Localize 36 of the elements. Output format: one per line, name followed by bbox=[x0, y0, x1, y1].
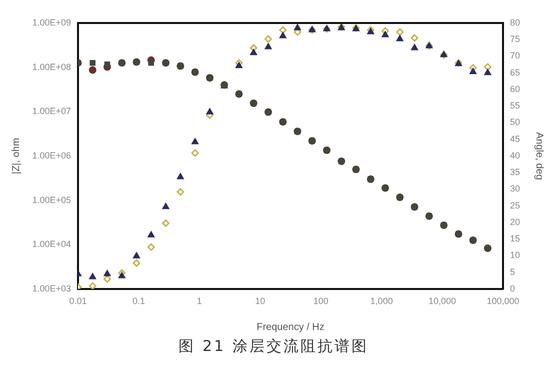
x-tick-label: 0.1 bbox=[132, 296, 145, 306]
caption: 图 21 涂层交流阻抗谱图 bbox=[178, 337, 370, 356]
y-tick-label: 1.00E+06 bbox=[32, 150, 71, 160]
x-tick-label: 1,000 bbox=[370, 296, 393, 306]
x-tick-label: 10,000 bbox=[428, 296, 456, 306]
x-tick-label: 100 bbox=[313, 296, 328, 306]
y2-tick-label: 70 bbox=[510, 50, 520, 61]
y2-tick-label: 35 bbox=[510, 167, 520, 178]
y-tick-label: 1.00E+03 bbox=[32, 283, 71, 294]
x-tick-label: 10 bbox=[255, 296, 266, 306]
x-axis-title: Frequency / Hz bbox=[256, 322, 324, 333]
y-tick-label: 1.00E+04 bbox=[32, 239, 71, 250]
y-tick-label: 1.00E+09 bbox=[32, 17, 71, 28]
x-tick-label: 100,000 bbox=[486, 296, 520, 306]
y2-axis-title: Angle, deg bbox=[533, 132, 544, 180]
y2-tick-label: 80 bbox=[510, 17, 520, 28]
y2-tick-label: 10 bbox=[510, 250, 520, 260]
y-tick-label: 1.00E+05 bbox=[32, 194, 71, 205]
y2-tick-label: 60 bbox=[510, 84, 520, 94]
y2-tick-label: 25 bbox=[510, 200, 520, 210]
y2-tick-label: 55 bbox=[510, 100, 520, 111]
y-axis-title: |Z|, ohm bbox=[10, 138, 22, 174]
y-tick-label: 1.00E+07 bbox=[32, 106, 71, 116]
y-tick-label: 1.00E+08 bbox=[32, 62, 71, 72]
y2-tick-label: 0 bbox=[510, 283, 516, 294]
y2-tick-label: 30 bbox=[510, 184, 520, 194]
y2-tick-label: 45 bbox=[510, 134, 520, 144]
y2-tick-label: 5 bbox=[510, 266, 516, 277]
y2-tick-label: 15 bbox=[510, 234, 520, 244]
y2-tick-label: 40 bbox=[510, 150, 520, 160]
y2-tick-label: 75 bbox=[510, 34, 520, 44]
y2-tick-label: 50 bbox=[510, 117, 520, 128]
y2-tick-label: 20 bbox=[510, 216, 520, 227]
y2-tick-label: 65 bbox=[510, 67, 520, 78]
x-tick-label: 0.01 bbox=[69, 296, 87, 306]
x-tick-label: 1 bbox=[196, 296, 202, 306]
